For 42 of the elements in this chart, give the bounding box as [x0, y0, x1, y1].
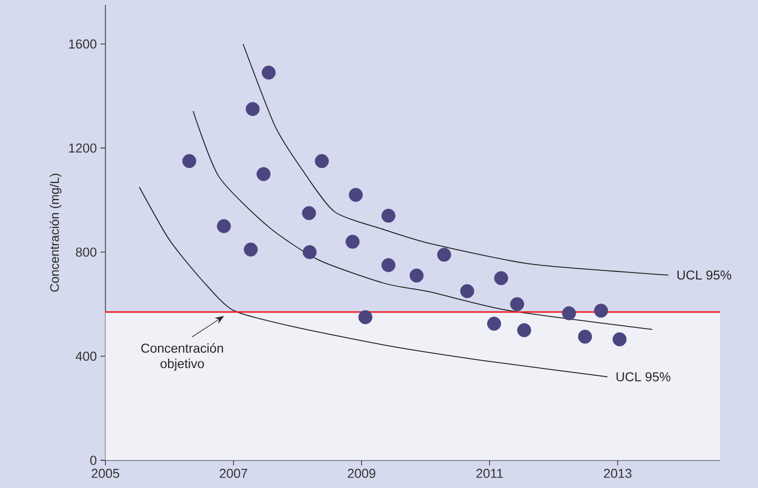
point — [182, 154, 196, 168]
series-label: UCL 95% — [616, 372, 670, 382]
point — [437, 248, 452, 262]
x-tick-label: 2005 — [92, 468, 120, 478]
point — [487, 316, 502, 331]
y-tick-label: 0 — [90, 456, 96, 465]
point — [510, 297, 524, 312]
point — [494, 271, 508, 286]
point — [348, 188, 363, 202]
point — [256, 167, 271, 181]
y-tick-label: 800 — [76, 247, 96, 257]
point — [244, 242, 258, 256]
point — [594, 304, 608, 318]
x-tick-label: 2009 — [348, 468, 376, 478]
y-tick-label: 1200 — [69, 143, 96, 153]
point — [381, 208, 396, 223]
point — [346, 234, 360, 249]
point — [302, 206, 316, 220]
line-series — [192, 110, 653, 330]
point — [314, 154, 329, 168]
point — [262, 66, 276, 80]
point — [302, 245, 317, 260]
point — [381, 258, 396, 272]
x-tick-label: 2007 — [220, 468, 248, 478]
line-series — [138, 186, 608, 378]
point — [562, 306, 576, 320]
point — [460, 284, 474, 298]
series-label: UCL 95% — [677, 270, 732, 280]
point — [612, 332, 627, 346]
point — [517, 323, 532, 338]
annotation: Concentración objetivo — [141, 343, 223, 371]
line-series — [242, 43, 669, 276]
point — [216, 219, 231, 234]
y-axis-title: Concentración (mg/L) — [50, 174, 62, 292]
point — [246, 102, 260, 116]
x-tick-label: 2011 — [476, 468, 503, 478]
x-tick-label: 2013 — [604, 468, 632, 478]
point — [578, 330, 592, 344]
point — [410, 268, 424, 282]
y-tick-label: 1600 — [69, 39, 96, 48]
y-tick-label: 400 — [76, 352, 96, 361]
point — [358, 310, 372, 324]
